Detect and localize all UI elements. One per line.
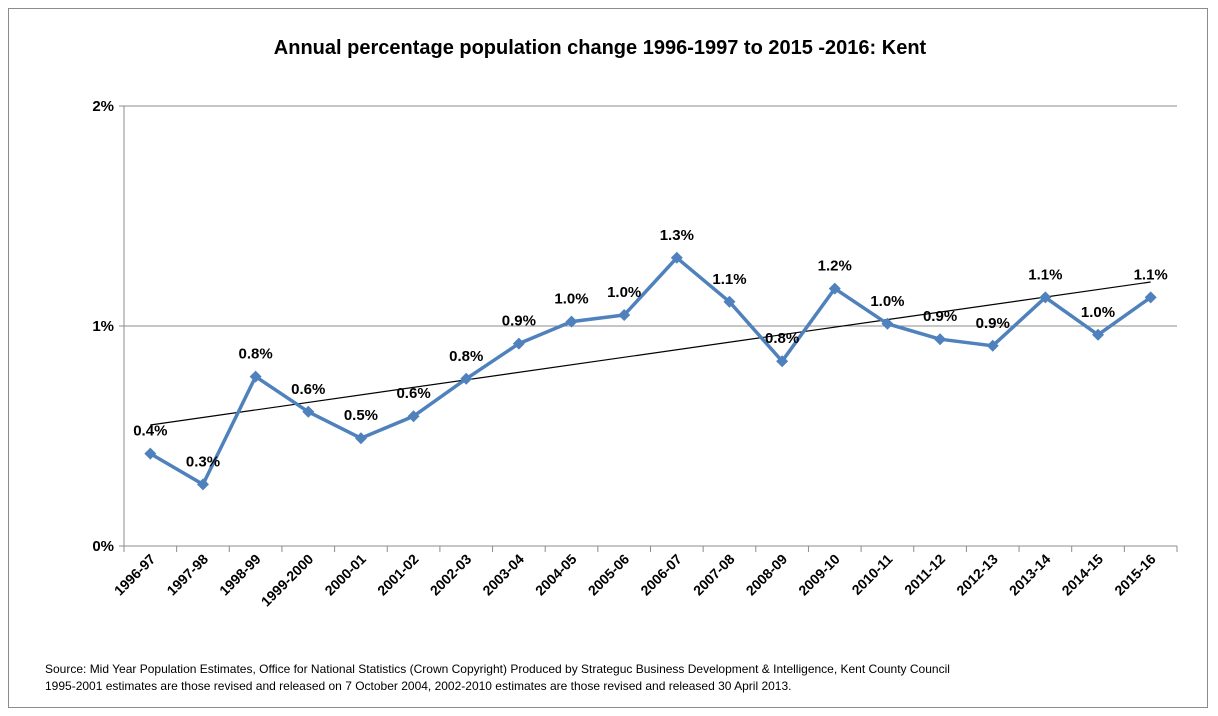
- data-point-11: [723, 295, 736, 308]
- data-label-15: 0.9%: [923, 308, 957, 325]
- source-line-1: Source: Mid Year Population Estimates, O…: [45, 662, 950, 676]
- x-tick-label-3: 1999-2000: [258, 551, 317, 610]
- data-point-1: [196, 478, 209, 491]
- chart-title: Annual percentage population change 1996…: [274, 37, 927, 59]
- trendline: [150, 281, 1151, 426]
- data-label-6: 0.8%: [449, 348, 483, 365]
- x-tick-label-1: 1997-98: [163, 551, 211, 599]
- x-tick-label-7: 2003-04: [479, 551, 527, 599]
- x-tick-label-19: 2015-16: [1111, 551, 1159, 599]
- y-tick-label-2: 2%: [92, 98, 114, 115]
- x-tick-label-2: 1998-99: [216, 551, 264, 599]
- data-point-10: [670, 251, 683, 264]
- data-label-8: 1.0%: [554, 291, 588, 308]
- data-point-14: [881, 317, 894, 330]
- x-tick-label-9: 2005-06: [585, 551, 633, 599]
- y-tick-label-1: 1%: [92, 318, 114, 335]
- gridlines: [124, 105, 1177, 327]
- source-line-2: 1995-2001 estimates are those revised an…: [45, 679, 792, 693]
- data-point-17: [1039, 291, 1052, 304]
- data-point-19: [1144, 291, 1157, 304]
- data-point-7: [512, 337, 525, 350]
- data-label-0: 0.4%: [133, 423, 167, 440]
- series-line-0: [149, 256, 1152, 487]
- data-label-9: 1.0%: [607, 284, 641, 301]
- data-point-0: [144, 447, 157, 460]
- data-label-1: 0.3%: [186, 453, 220, 470]
- data-labels: 0.4% 0.3% 0.8% 0.6% 0.5% 0.6% 0.8% 0.9% 1.0% 1.0%…: [133, 227, 1168, 471]
- data-label-19: 1.1%: [1134, 266, 1168, 283]
- x-tick-label-11: 2007-08: [690, 551, 738, 599]
- x-tick-label-16: 2012-13: [953, 551, 1001, 599]
- x-tick-label-12: 2008-09: [743, 551, 791, 599]
- x-tick-label-8: 2004-05: [532, 551, 580, 599]
- data-label-14: 1.0%: [870, 293, 904, 310]
- chart: Annual percentage population change 1996…: [92, 37, 1178, 610]
- data-label-12: 0.8%: [765, 330, 799, 347]
- x-tick-label-4: 2000-01: [321, 551, 369, 599]
- data-point-12: [776, 355, 789, 368]
- data-label-16: 0.9%: [976, 315, 1010, 332]
- data-point-3: [302, 405, 315, 418]
- data-point-16: [986, 339, 999, 352]
- data-label-13: 1.2%: [818, 258, 852, 275]
- x-tick-label-10: 2006-07: [637, 551, 685, 599]
- data-point-15: [934, 333, 947, 346]
- data-point-4: [354, 432, 367, 445]
- x-tick-label-15: 2011-12: [901, 551, 948, 598]
- series-layer: [144, 251, 1157, 491]
- data-label-17: 1.1%: [1028, 266, 1062, 283]
- data-point-9: [618, 309, 631, 321]
- data-label-7: 0.9%: [502, 313, 536, 330]
- data-point-13: [828, 282, 841, 295]
- data-point-6: [460, 372, 473, 385]
- data-point-8: [565, 315, 578, 328]
- trendline-layer: [150, 281, 1151, 426]
- data-label-18: 1.0%: [1081, 304, 1115, 321]
- data-point-18: [1092, 328, 1105, 341]
- data-label-10: 1.3%: [660, 227, 694, 244]
- x-tick-label-13: 2009-10: [795, 551, 843, 599]
- x-tick-label-14: 2010-11: [848, 551, 895, 598]
- x-tick-label-6: 2002-03: [427, 551, 475, 599]
- data-label-11: 1.1%: [712, 271, 746, 288]
- source-note: Source: Mid Year Population Estimates, O…: [45, 661, 1205, 695]
- x-tick-label-18: 2014-15: [1058, 551, 1106, 599]
- data-label-5: 0.6%: [396, 385, 430, 402]
- y-tick-label-0: 0%: [92, 538, 114, 555]
- data-point-5: [407, 410, 420, 423]
- data-label-2: 0.8%: [239, 346, 273, 363]
- data-label-4: 0.5%: [344, 407, 378, 424]
- x-tick-label-0: 1996-97: [111, 551, 159, 599]
- data-point-2: [249, 370, 262, 383]
- data-label-3: 0.6%: [291, 381, 325, 398]
- x-tick-label-17: 2013-14: [1006, 551, 1054, 599]
- chart-frame: Annual percentage population change 1996…: [8, 8, 1208, 708]
- x-tick-label-5: 2001-02: [374, 551, 422, 599]
